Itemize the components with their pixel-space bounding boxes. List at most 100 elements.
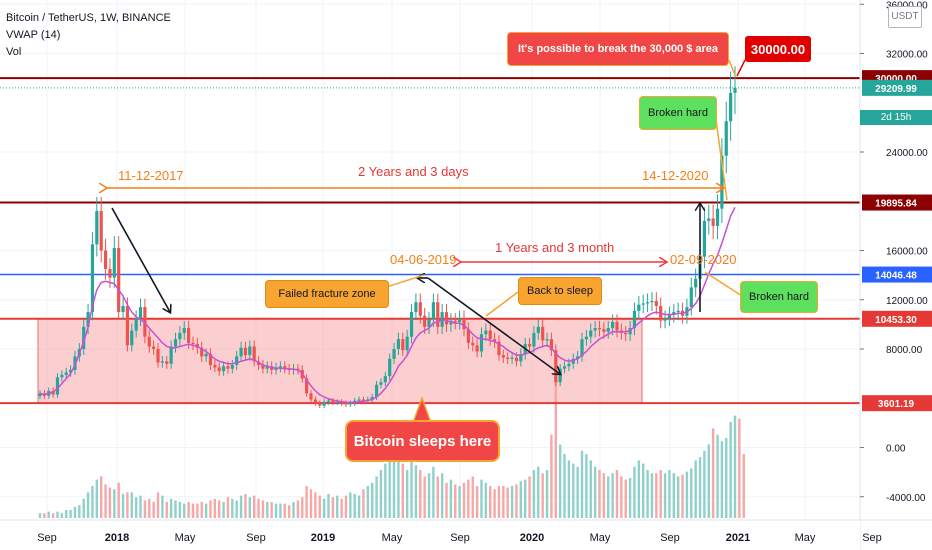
price-axis[interactable]: -4000.00 0.00 8000.00 12000.00 16000.00 24000… <box>859 0 932 550</box>
candle-body <box>143 307 147 337</box>
volume-bar <box>292 502 295 518</box>
volume-bar <box>480 479 483 518</box>
candle-body <box>335 401 339 403</box>
volume-bar <box>51 513 55 518</box>
candle-body <box>663 318 667 321</box>
volume-bar <box>318 495 321 518</box>
svg-text:19895.84: 19895.84 <box>875 199 917 210</box>
arrow-drop-2018[interactable] <box>111 207 170 312</box>
volume-bar <box>38 513 42 518</box>
annotation-broken-hard-bottom[interactable]: Broken hard <box>740 281 818 313</box>
label-date-2020-dec[interactable]: 14-12-2020 <box>642 168 709 183</box>
label-two-years[interactable]: 2 Years and 3 days <box>358 164 469 179</box>
volume-bar <box>279 503 282 518</box>
volume-bar <box>283 503 286 518</box>
label-one-year[interactable]: 1 Years and 3 month <box>495 240 615 255</box>
candle-body <box>361 399 366 401</box>
currency-badge[interactable]: USDT <box>888 6 922 28</box>
arrow-drop-2019[interactable] <box>427 277 560 374</box>
candle-body <box>318 403 322 406</box>
annotation-back-to-sleep[interactable]: Back to sleep <box>518 277 602 305</box>
time-axis-bg[interactable] <box>0 520 860 550</box>
annotation-failed-fracture[interactable]: Failed fracture zone <box>265 280 389 308</box>
volume-bar <box>222 502 225 518</box>
level-price-label[interactable]: 29209.99 <box>862 79 932 96</box>
candle-body <box>213 365 217 368</box>
callout-target-30000 <box>736 59 746 77</box>
volume-bar <box>436 476 439 518</box>
volume-bar <box>668 470 671 518</box>
candle-body <box>488 330 492 340</box>
level-price-label[interactable]: 14046.48 <box>862 266 932 283</box>
label-date-2017[interactable]: 11-12-2017 <box>118 168 184 183</box>
candle-body <box>401 339 405 351</box>
time-tick-label: May <box>590 532 611 544</box>
volume-bar <box>545 470 549 518</box>
volume-bar <box>353 494 356 518</box>
volume-bar <box>563 454 566 518</box>
volume-bar <box>711 428 715 518</box>
volume-bar <box>572 463 575 518</box>
volume-bar <box>349 492 352 518</box>
volume-bar <box>301 497 304 518</box>
candle-body <box>729 92 733 122</box>
level-price-label[interactable]: 10453.30 <box>862 310 932 327</box>
volume-bar <box>397 454 400 518</box>
candle-body <box>121 305 125 313</box>
volume-bar <box>231 498 234 518</box>
candle-body <box>252 346 256 362</box>
volume-bar <box>134 497 138 518</box>
label-date-2019[interactable]: 04-06-2019 <box>390 252 457 267</box>
legend-vwap[interactable]: VWAP (14) <box>6 29 61 41</box>
volume-bar <box>226 497 230 518</box>
candle-body <box>204 353 208 357</box>
time-tick-label: 2019 <box>311 532 335 544</box>
candle-body <box>200 347 204 357</box>
candle-body <box>694 278 698 288</box>
annotation-bitcoin-sleeps[interactable]: Bitcoin sleeps here <box>345 420 500 462</box>
volume-bar <box>646 470 649 518</box>
candle-body <box>654 300 658 306</box>
candle-body <box>125 305 130 346</box>
volume-bar <box>410 460 413 518</box>
candle-body <box>667 314 672 319</box>
volume-bar <box>366 486 370 518</box>
candle-body <box>68 369 73 373</box>
candle-body <box>235 356 239 366</box>
level-price-label[interactable]: 19895.84 <box>862 194 932 211</box>
candle-body <box>501 355 505 358</box>
candle-body <box>458 318 462 322</box>
candle-body <box>711 218 715 226</box>
volume-bar <box>327 494 330 518</box>
legend-symbol[interactable]: Bitcoin / TetherUS, 1W, BINANCE <box>6 12 171 24</box>
time-axis[interactable]: Sep 2018 May Sep 2019 May Sep 2020 May Sep 2021 May… <box>0 519 932 550</box>
candle-body <box>471 342 475 346</box>
volume-bar <box>558 444 562 518</box>
annotation-target-30000[interactable]: 30000.00 <box>745 36 811 62</box>
legend-volume[interactable]: Vol <box>6 46 22 58</box>
candle-body <box>331 400 335 403</box>
annotation-broken-hard-top[interactable]: Broken hard <box>639 96 717 130</box>
drawings[interactable] <box>106 59 746 421</box>
svg-text:29209.99: 29209.99 <box>875 84 917 95</box>
level-price-label[interactable]: 3601.19 <box>862 395 932 412</box>
annotation-break-30000[interactable]: It's possible to break the 30,000 $ area <box>507 32 729 66</box>
volume-bar <box>148 498 151 518</box>
svg-text:3601.19: 3601.19 <box>878 399 915 410</box>
candle-body <box>527 344 532 347</box>
callout-broken-bottom <box>704 271 743 297</box>
price-tick-label: 12000.00 <box>886 296 928 307</box>
candle-body <box>409 312 414 337</box>
candle-body <box>567 363 571 367</box>
candle-body <box>514 357 519 362</box>
label-date-2020-sep[interactable]: 02-09-2020 <box>670 252 737 267</box>
volume-bar <box>484 482 488 518</box>
volume-bar <box>537 466 540 518</box>
volume-bar <box>314 492 317 518</box>
volume-bar <box>419 470 422 518</box>
volume-bar <box>471 476 474 518</box>
candle-body <box>147 336 151 347</box>
volume-bar <box>204 503 208 518</box>
volume-bar <box>183 503 186 518</box>
